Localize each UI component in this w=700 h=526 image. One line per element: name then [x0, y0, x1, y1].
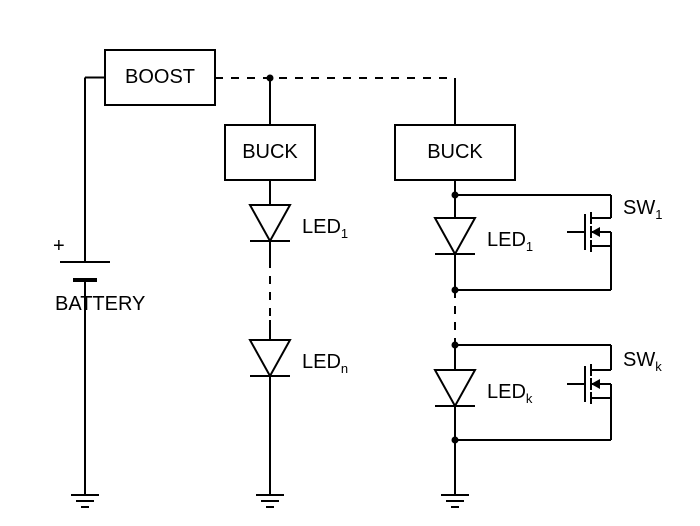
buck-block-2: BUCK [395, 125, 515, 180]
boost-block: BOOST [105, 50, 215, 105]
led-1b [435, 218, 475, 254]
battery-plus: + [53, 235, 65, 257]
svg-text:LEDk: LEDk [487, 381, 533, 406]
svg-text:LED1: LED1 [302, 216, 348, 241]
svg-text:SWk: SWk [623, 349, 662, 374]
svg-text:BUCK: BUCK [242, 141, 298, 163]
switch-1 [567, 204, 611, 260]
led-k [435, 370, 475, 406]
svg-text:BUCK: BUCK [427, 141, 483, 163]
buck-block-1: BUCK [225, 125, 315, 180]
led-n [250, 340, 290, 376]
battery-label: BATTERY [55, 293, 145, 315]
svg-text:SW1: SW1 [623, 197, 662, 222]
battery: + BATTERY [53, 105, 145, 507]
switch-k [567, 356, 611, 412]
svg-text:LED1: LED1 [487, 229, 533, 254]
svg-text:LEDn: LEDn [302, 351, 348, 376]
circuit-diagram: + BATTERY BOOST BUCK BUCK LED1 LEDn LED1 SW1 LEDk… [53, 50, 662, 507]
led-1a [250, 205, 290, 241]
svg-text:BOOST: BOOST [125, 66, 195, 88]
